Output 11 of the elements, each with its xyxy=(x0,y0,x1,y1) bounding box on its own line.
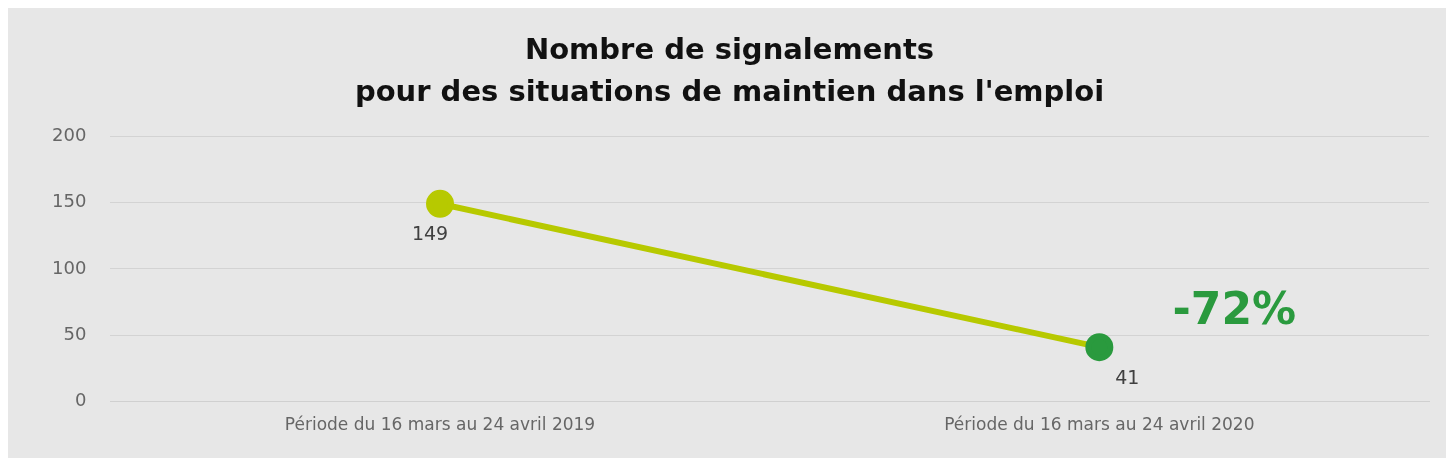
data-label: 149 xyxy=(411,222,449,245)
x-tick-label: Période du 16 mars au 24 avril 2020 xyxy=(944,414,1255,435)
y-tick-label: 50 xyxy=(63,322,87,344)
data-label: 41 xyxy=(1115,365,1140,388)
x-tick-label: Période du 16 mars au 24 avril 2019 xyxy=(284,414,596,435)
y-tick-label: 0 xyxy=(74,389,87,411)
y-tick-label: 100 xyxy=(52,256,87,278)
y-tick-label: 200 xyxy=(52,123,87,145)
annotation: -72% xyxy=(1172,282,1297,334)
chart-title: Nombre de signalements pour des situations de maintien dans l'emploi xyxy=(354,31,1105,108)
y-tick-label: 150 xyxy=(52,190,87,212)
